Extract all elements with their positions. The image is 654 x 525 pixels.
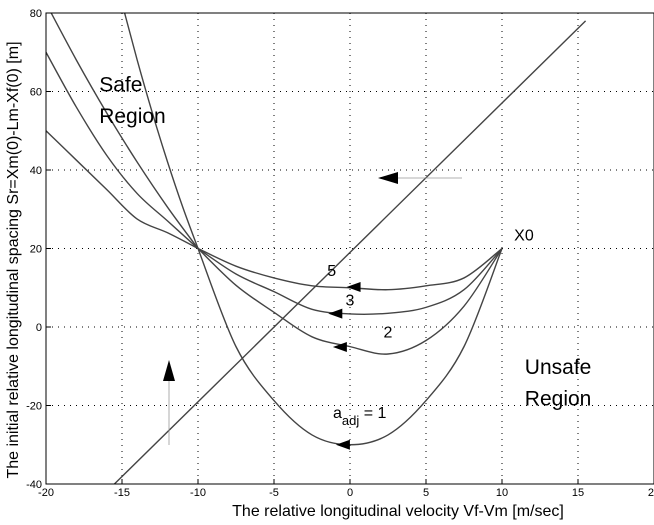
y-tick-label: 60 <box>30 87 42 99</box>
x-tick-label: -20 <box>38 487 54 499</box>
plot-frame <box>45 12 654 485</box>
series-line-1 <box>197 247 503 355</box>
arrow-40 <box>378 172 462 184</box>
a-adj-label: aadj = 1 <box>333 405 387 428</box>
series-line-2 <box>197 247 503 315</box>
x-axis-label: The relative longitudinal velocity Vf-Vm… <box>232 503 564 520</box>
a-adj-rest: = 1 <box>359 405 386 422</box>
series-line-4 <box>123 13 199 249</box>
series-line-8 <box>113 20 587 484</box>
curve-arrowhead-2 <box>332 342 347 353</box>
grid <box>46 13 654 484</box>
annotations: Safe Region Unsafe Region X0 53 2 <box>99 74 591 411</box>
annotation-3: Region <box>525 388 592 411</box>
y-tick-label: 80 <box>30 8 42 20</box>
y-tick-label: 20 <box>30 244 42 256</box>
y-tick-label: 40 <box>30 165 42 177</box>
annotation-0: Safe <box>99 74 142 97</box>
x-tick-label: 20 <box>648 487 654 499</box>
x-tick-label: 15 <box>572 487 584 499</box>
series-line-6 <box>46 51 199 250</box>
annotation-2: Unsafe <box>525 356 592 379</box>
annotation-1: Region <box>99 105 166 128</box>
annotation-5: 5 <box>327 263 336 280</box>
curve-arrowhead-0 <box>346 281 361 292</box>
curve-arrowhead-3 <box>335 439 350 450</box>
y-tick-label: -20 <box>26 401 42 413</box>
series-line-5 <box>50 13 199 249</box>
a-adj-base: a <box>333 405 342 422</box>
y-axis-label: The initial relative longitudinal spacin… <box>5 41 22 478</box>
y-tick-label: 0 <box>36 322 42 334</box>
x-tick-label: 10 <box>496 487 508 499</box>
annotation-4: X0 <box>514 228 534 245</box>
curves <box>46 13 587 484</box>
x-tick-label: 5 <box>423 487 429 499</box>
a-adj-sub: adj <box>342 413 359 428</box>
x-tick-label: 0 <box>347 487 353 499</box>
annotation-6: 3 <box>345 292 354 309</box>
arrow-up <box>163 360 175 445</box>
curve-arrowhead-1 <box>328 308 343 319</box>
x-tick-label: -5 <box>269 487 279 499</box>
x-tick-label: -10 <box>190 487 206 499</box>
series-line-0 <box>197 248 503 446</box>
x-tick-label: -15 <box>114 487 130 499</box>
series-line-7 <box>46 130 199 250</box>
annotation-7: 2 <box>383 325 392 342</box>
y-tick-label: -40 <box>26 479 42 491</box>
